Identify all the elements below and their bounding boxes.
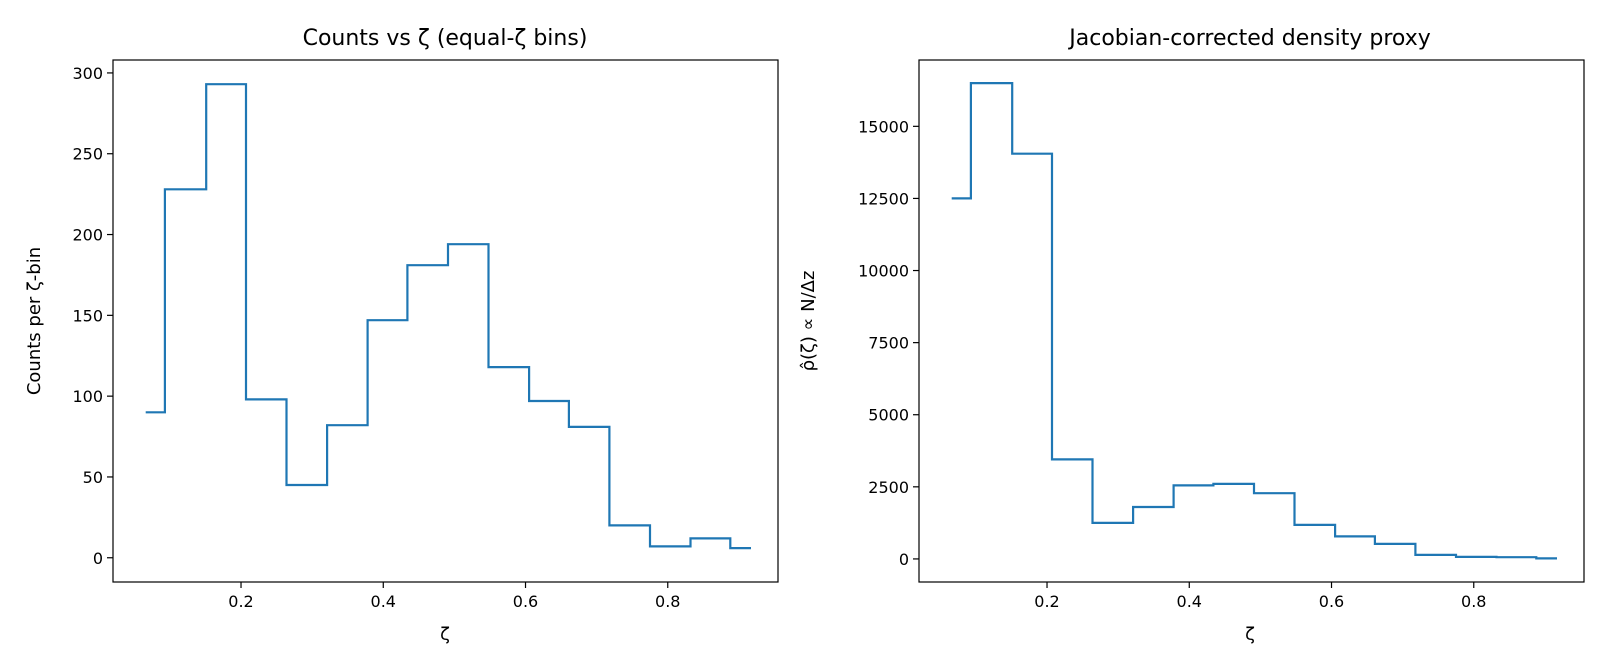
right-step-series — [951, 82, 1557, 560]
right-y-tick-label: 15000 — [858, 117, 909, 136]
right-y-axis-label: ρ̂(ζ) ∝ N/Δz — [798, 271, 819, 372]
left-y-tick-label: 150 — [72, 306, 103, 325]
left-y-tick-label: 50 — [83, 468, 103, 487]
right-y-tick-label: 5000 — [868, 406, 909, 425]
left-axes-frame — [112, 59, 779, 583]
left-x-tick-label: 0.2 — [228, 592, 253, 611]
left-x-tick-label: 0.8 — [655, 592, 680, 611]
left-x-tick-label: 0.4 — [371, 592, 396, 611]
left-step-series — [145, 83, 751, 550]
left-y-axis-label: Counts per ζ-bin — [24, 247, 45, 395]
right-y-tick-label: 0 — [899, 550, 909, 569]
right-axes-frame — [918, 59, 1585, 583]
right-plot-area: 0.2 0.4 0.6 0.8 0 2500 5000 7500 10000 12500 15000 — [858, 82, 1557, 611]
right-y-tick-label: 2500 — [868, 478, 909, 497]
right-x-tick-label: 0.2 — [1034, 592, 1059, 611]
right-chart-title: Jacobian-corrected density proxy — [1067, 26, 1431, 51]
right-x-tick-label: 0.8 — [1461, 592, 1486, 611]
right-x-tick-label: 0.4 — [1177, 592, 1202, 611]
left-plot-area: 0.2 0.4 0.6 0.8 0 50 100 150 200 250 300 — [72, 64, 751, 611]
right-chart: Jacobian-corrected density proxy 0.2 0.4 0… — [798, 26, 1585, 645]
left-y-tick-label: 300 — [72, 64, 103, 83]
right-x-axis-label: ζ — [1245, 624, 1255, 645]
left-chart: Counts vs ζ (equal-ζ bins) 0.2 0.4 0.6 0.80… — [24, 26, 779, 645]
left-x-axis-label: ζ — [440, 624, 450, 645]
right-y-tick-label: 7500 — [868, 334, 909, 353]
right-x-tick-label: 0.6 — [1319, 592, 1344, 611]
left-y-tick-label: 100 — [72, 387, 103, 406]
right-y-tick-label: 12500 — [858, 189, 909, 208]
left-x-tick-label: 0.6 — [513, 592, 538, 611]
left-y-tick-label: 200 — [72, 226, 103, 245]
left-y-tick-label: 250 — [72, 145, 103, 164]
right-y-tick-label: 10000 — [858, 262, 909, 281]
left-chart-title: Counts vs ζ (equal-ζ bins) — [303, 26, 588, 51]
left-y-tick-label: 0 — [93, 549, 103, 568]
